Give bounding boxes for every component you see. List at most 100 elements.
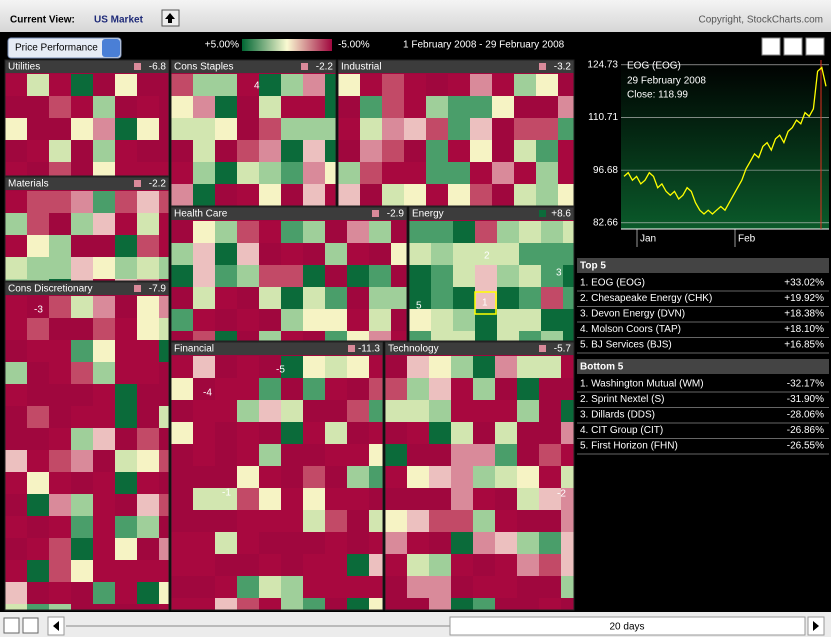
- stock-cell: [517, 466, 539, 488]
- stock-cell: [475, 265, 497, 287]
- stock-cell: [171, 287, 193, 309]
- chart-close: Close: 118.99: [627, 90, 688, 101]
- sector-header: [385, 342, 574, 355]
- stock-cell: [71, 340, 93, 362]
- stock-cell: [561, 510, 574, 532]
- stock-cell: [159, 257, 169, 279]
- slider-thumb[interactable]: [449, 616, 806, 636]
- sector-swatch: [134, 63, 141, 70]
- sector-header: [171, 60, 336, 73]
- stock-cell: [360, 74, 382, 96]
- sector-change: +8.6: [551, 209, 571, 220]
- view-button[interactable]: [3, 617, 20, 634]
- stock-cell: [517, 554, 539, 576]
- stock-cell: [369, 331, 391, 341]
- stock-cell: [517, 378, 539, 400]
- stock-cell: [407, 554, 429, 576]
- stock-cell: [426, 162, 448, 184]
- stock-cell: [171, 576, 193, 598]
- stock-cell: [27, 472, 49, 494]
- stock-cell: [137, 162, 159, 176]
- sector-change: -5.7: [554, 344, 572, 355]
- stock-cell: [561, 378, 574, 400]
- dropdown-label: Price Performance: [15, 43, 98, 54]
- stock-cell: [237, 532, 259, 554]
- stock-cell: [347, 265, 369, 287]
- sector-name: Materials: [8, 179, 49, 190]
- stock-cell: [237, 118, 259, 140]
- stock-cell: [171, 331, 193, 341]
- stock-cell: [5, 235, 27, 257]
- stock-cell: [303, 510, 325, 532]
- sector-border: [337, 59, 575, 207]
- stock-cell: [431, 331, 453, 341]
- stock-cell: [281, 96, 303, 118]
- stock-cell: [561, 356, 574, 378]
- stock-cell: [159, 96, 169, 118]
- dropdown[interactable]: [7, 37, 122, 59]
- view-button[interactable]: [22, 617, 39, 634]
- selected-cell[interactable]: [474, 291, 497, 315]
- stock-cell: [303, 287, 325, 309]
- stock-cell: [49, 406, 71, 428]
- stock-cell: [451, 422, 473, 444]
- stock-cell: [49, 428, 71, 450]
- stock-cell: [93, 406, 115, 428]
- stock-cell: [539, 488, 561, 510]
- stock-cell: [215, 309, 237, 331]
- stock-cell: [563, 287, 574, 309]
- stock-cell: [453, 243, 475, 265]
- stock-cell: [385, 400, 407, 422]
- stock-cell: [71, 162, 93, 176]
- stock-cell: [539, 510, 561, 532]
- dropdown-arrow[interactable]: [102, 39, 120, 57]
- stock-label: -2: [557, 489, 566, 500]
- stock-cell: [281, 221, 303, 243]
- stock-cell: [5, 96, 27, 118]
- stock-cell: [159, 560, 169, 582]
- stock-cell: [93, 538, 115, 560]
- stock-cell: [517, 598, 539, 610]
- stock-cell: [561, 400, 574, 422]
- list-value: +18.10%: [784, 324, 824, 335]
- stock-cell: [281, 74, 303, 96]
- stock-cell: [448, 96, 470, 118]
- stock-cell: [519, 265, 541, 287]
- sector-name: Industrial: [341, 62, 382, 73]
- stock-cell: [429, 466, 451, 488]
- stock-cell: [473, 466, 495, 488]
- chart-title: EOG (EOG): [627, 61, 681, 72]
- stock-cell: [137, 296, 159, 318]
- stock-cell: [325, 444, 347, 466]
- up-icon: [165, 13, 175, 23]
- stock-cell: [237, 265, 259, 287]
- stock-cell: [325, 422, 347, 444]
- stock-cell: [369, 444, 383, 466]
- stock-cell: [71, 191, 93, 213]
- stock-cell: [193, 140, 215, 162]
- stock-cell: [27, 74, 49, 96]
- stock-cell: [369, 576, 383, 598]
- stock-cell: [561, 422, 574, 444]
- stock-cell: [514, 184, 536, 206]
- sector-change: -2.2: [316, 62, 334, 73]
- stock-cell: [5, 582, 27, 604]
- stock-cell: [519, 309, 541, 331]
- stock-cell: [281, 309, 303, 331]
- stock-cell: [159, 162, 169, 176]
- stock-cell: [115, 516, 137, 538]
- stock-cell: [303, 118, 325, 140]
- tool-button[interactable]: [761, 37, 781, 56]
- stock-cell: [404, 74, 426, 96]
- stock-cell: [303, 309, 325, 331]
- stock-cell: [27, 213, 49, 235]
- stock-cell: [259, 331, 281, 341]
- tool-button[interactable]: [805, 37, 825, 56]
- stock-cell: [259, 422, 281, 444]
- stock-cell: [517, 356, 539, 378]
- stock-cell: [451, 356, 473, 378]
- stock-cell: [193, 356, 215, 378]
- stock-cell: [215, 422, 237, 444]
- sector-border: [170, 341, 384, 611]
- tool-button[interactable]: [783, 37, 803, 56]
